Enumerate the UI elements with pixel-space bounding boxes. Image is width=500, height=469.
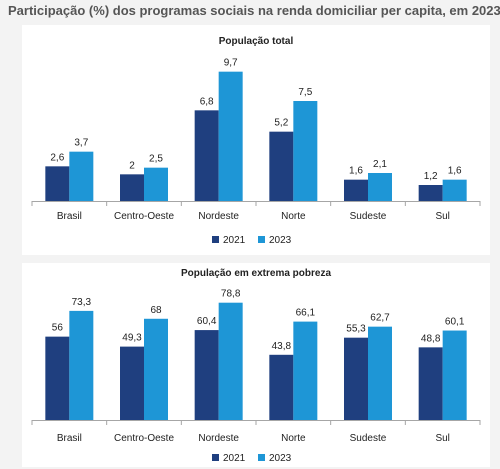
bar-2023-nordeste bbox=[218, 302, 243, 420]
value-label-2023-brasil: 3,7 bbox=[74, 138, 88, 149]
bar-2021-brasil bbox=[45, 166, 70, 201]
legend-swatch-2023 bbox=[258, 454, 265, 461]
bar-2023-brasil bbox=[69, 310, 94, 420]
value-label-2021-sul: 48,8 bbox=[421, 333, 441, 344]
value-label-2021-sudeste: 1,6 bbox=[349, 166, 363, 177]
bar-2023-sul bbox=[442, 330, 467, 420]
category-label-norte: Norte bbox=[281, 211, 306, 222]
value-label-2023-sul: 1,6 bbox=[448, 166, 462, 177]
bar-2023-norte bbox=[293, 321, 318, 420]
value-label-2023-nordeste: 78,8 bbox=[221, 289, 241, 300]
value-label-2023-norte: 66,1 bbox=[296, 308, 316, 319]
legend-swatch-2021 bbox=[212, 454, 219, 461]
bar-2023-sudeste bbox=[368, 326, 392, 420]
bar-2021-centro-oeste bbox=[120, 346, 144, 420]
chart-subtitle: População total bbox=[219, 36, 294, 47]
bar-2021-nordeste bbox=[194, 330, 219, 420]
bar-2023-nordeste bbox=[218, 71, 243, 201]
bar-chart-total: População total 2,6 2 6,8 5,2 1,6 1,2 3,7 2,5 9,7… bbox=[31, 36, 481, 246]
bar-2021-centro-oeste bbox=[120, 174, 144, 201]
bar-2023-sul bbox=[442, 179, 467, 201]
chart-subtitle: População em extrema pobreza bbox=[181, 268, 331, 279]
value-label-2021-centro-oeste: 2 bbox=[129, 160, 135, 171]
bar-2023-centro-oeste bbox=[144, 318, 168, 420]
value-label-2021-norte: 43,8 bbox=[272, 341, 292, 352]
value-label-2021-nordeste: 6,8 bbox=[200, 96, 214, 107]
value-label-2023-brasil: 73,3 bbox=[72, 297, 92, 308]
bar-2021-sul bbox=[418, 185, 443, 201]
value-label-2023-sudeste: 2,1 bbox=[373, 159, 387, 170]
category-label-sul: Sul bbox=[435, 211, 449, 222]
legend-label-2021: 2021 bbox=[223, 235, 246, 246]
legend-label-2023: 2023 bbox=[269, 235, 292, 246]
value-label-2023-sul: 60,1 bbox=[445, 317, 465, 328]
value-label-2023-nordeste: 9,7 bbox=[224, 58, 238, 69]
value-label-2021-sudeste: 55,3 bbox=[346, 324, 366, 335]
category-label-brasil: Brasil bbox=[57, 211, 82, 222]
legend-swatch-2023 bbox=[258, 236, 265, 243]
chart-panel-total: População total 2,6 2 6,8 5,2 1,6 1,2 3,7 2,5 9,7… bbox=[22, 25, 490, 255]
category-label-brasil: Brasil bbox=[57, 433, 82, 444]
value-label-2021-centro-oeste: 49,3 bbox=[122, 333, 142, 344]
bar-2021-sudeste bbox=[344, 337, 368, 420]
bar-2021-sul bbox=[418, 347, 443, 420]
bar-2021-sudeste bbox=[344, 179, 368, 201]
value-label-2021-sul: 1,2 bbox=[424, 171, 438, 182]
value-label-2021-brasil: 56 bbox=[52, 323, 64, 334]
category-label-sul: Sul bbox=[435, 433, 449, 444]
bar-2023-norte bbox=[293, 101, 318, 201]
bar-2023-sudeste bbox=[368, 173, 392, 201]
page-title: Participação (%) dos programas sociais n… bbox=[8, 3, 500, 18]
bar-2021-nordeste bbox=[194, 110, 219, 201]
value-label-2023-sudeste: 62,7 bbox=[370, 313, 390, 324]
category-label-centro-oeste: Centro-Oeste bbox=[114, 211, 174, 222]
bar-2021-norte bbox=[269, 354, 294, 420]
bar-2023-centro-oeste bbox=[144, 167, 168, 201]
value-label-2021-nordeste: 60,4 bbox=[197, 316, 217, 327]
bar-2021-brasil bbox=[45, 336, 70, 420]
category-label-nordeste: Nordeste bbox=[198, 211, 239, 222]
value-label-2023-centro-oeste: 2,5 bbox=[149, 154, 163, 165]
bar-chart-extreme-poverty: População em extrema pobreza 56 49,3 60,4 43… bbox=[31, 268, 481, 464]
bar-2021-norte bbox=[269, 131, 294, 201]
bar-2023-brasil bbox=[69, 151, 94, 201]
value-label-2021-norte: 5,2 bbox=[274, 118, 288, 129]
chart-panel-extreme-poverty: População em extrema pobreza 56 49,3 60,4 43… bbox=[22, 263, 490, 467]
category-label-norte: Norte bbox=[281, 433, 306, 444]
value-label-2021-brasil: 2,6 bbox=[50, 152, 64, 163]
category-label-sudeste: Sudeste bbox=[350, 433, 387, 444]
category-label-centro-oeste: Centro-Oeste bbox=[114, 433, 174, 444]
category-label-sudeste: Sudeste bbox=[350, 211, 387, 222]
legend-label-2021: 2021 bbox=[223, 453, 246, 464]
value-label-2023-norte: 7,5 bbox=[298, 87, 312, 98]
category-label-nordeste: Nordeste bbox=[198, 433, 239, 444]
legend-label-2023: 2023 bbox=[269, 453, 292, 464]
value-label-2023-centro-oeste: 68 bbox=[150, 305, 162, 316]
legend-swatch-2021 bbox=[212, 236, 219, 243]
